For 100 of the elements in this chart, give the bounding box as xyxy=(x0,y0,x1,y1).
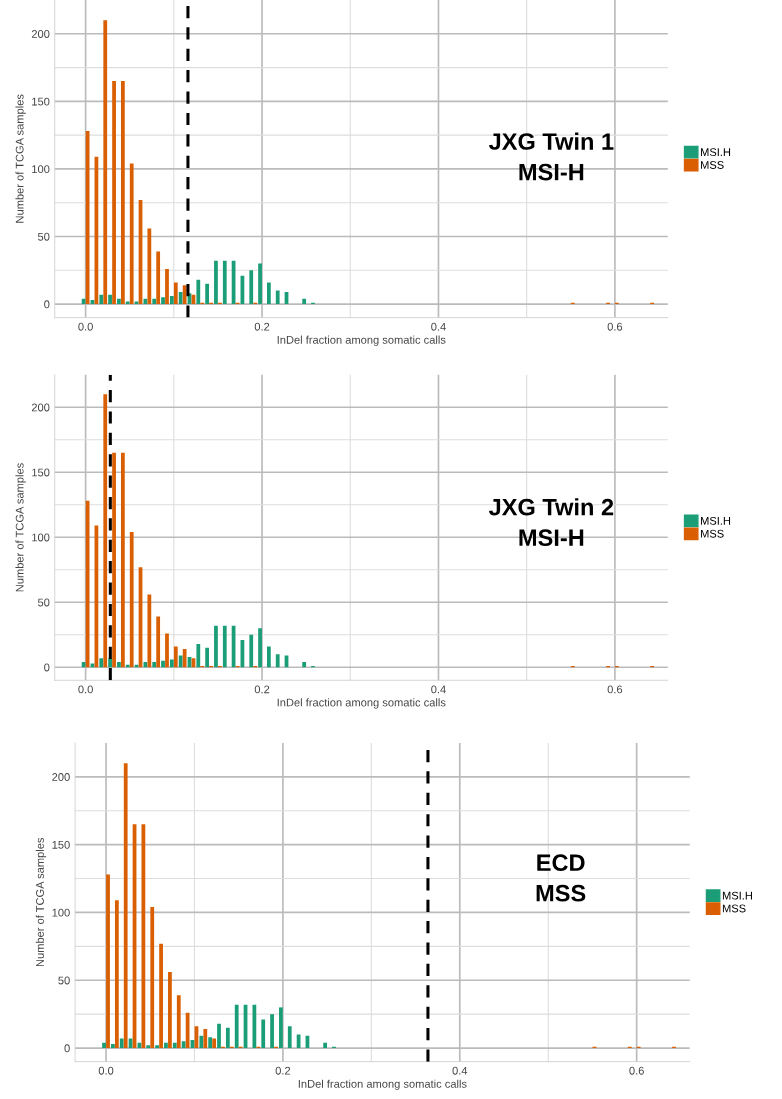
bar xyxy=(112,81,116,305)
y-axis-title: Number of TCGA samples xyxy=(15,463,26,592)
bar xyxy=(199,1035,204,1049)
bar xyxy=(129,532,134,668)
bar xyxy=(275,654,280,668)
annotation: JXG Twin 2 MSI-H xyxy=(488,498,614,547)
bar xyxy=(169,295,174,305)
bar xyxy=(178,655,183,668)
bar xyxy=(143,662,148,668)
bar xyxy=(261,1019,266,1049)
bar xyxy=(302,662,307,668)
y-tick-label: 150 xyxy=(32,468,50,477)
bar xyxy=(108,294,112,305)
bar xyxy=(214,625,218,668)
bar xyxy=(172,1042,177,1049)
x-axis-title: InDel fraction among somatic calls xyxy=(277,335,446,346)
y-tick-label: 150 xyxy=(32,97,50,106)
bar xyxy=(208,1037,213,1049)
bar xyxy=(176,995,181,1049)
legend-label: MSI.H xyxy=(701,148,731,157)
bar xyxy=(103,394,108,668)
bar xyxy=(185,1012,190,1049)
x-tick-label: 0.4 xyxy=(431,322,446,331)
bar xyxy=(161,660,165,668)
bar xyxy=(181,1041,186,1049)
y-tick-label: 100 xyxy=(52,908,70,917)
bar xyxy=(164,1042,168,1049)
bar xyxy=(146,1045,151,1049)
bar xyxy=(249,634,254,668)
x-tick-label: 0.0 xyxy=(78,322,93,331)
bar xyxy=(234,1004,239,1049)
bar xyxy=(121,452,125,668)
annotation: JXG Twin 1 MSI-H xyxy=(488,132,614,181)
bar xyxy=(212,1038,217,1049)
x-tick-label: 0.4 xyxy=(431,685,446,694)
y-axis-title: Number of TCGA samples xyxy=(35,837,47,967)
x-tick-label: 0.2 xyxy=(254,685,270,694)
bar xyxy=(173,646,178,668)
x-tick-label: 0.6 xyxy=(607,685,623,694)
x-tick-label: 0.6 xyxy=(629,1066,644,1075)
bar xyxy=(125,301,130,305)
x-tick-label: 0.4 xyxy=(452,1066,468,1075)
bar xyxy=(108,658,112,668)
bar xyxy=(205,647,210,668)
y-tick-label: 200 xyxy=(52,773,70,781)
y-tick-label: 0 xyxy=(64,1044,70,1053)
bar xyxy=(217,1023,221,1049)
bar xyxy=(205,283,210,305)
bar xyxy=(129,163,134,305)
bar xyxy=(152,298,157,305)
y-tick-label: 50 xyxy=(58,976,70,985)
legend-label: MSI.H xyxy=(722,891,752,900)
x-tick-label: 0.2 xyxy=(275,1066,291,1075)
legend-label: MSS xyxy=(701,529,724,538)
bar xyxy=(159,943,163,1049)
bar xyxy=(147,228,152,305)
bar xyxy=(266,646,271,668)
bar xyxy=(222,625,227,668)
bar xyxy=(103,20,108,305)
bar xyxy=(225,1027,230,1049)
x-tick-label: 0.2 xyxy=(254,322,270,331)
y-tick-label: 200 xyxy=(31,30,50,38)
y-tick-label: 100 xyxy=(32,533,50,542)
x-axis-title: InDel fraction among somatic calls xyxy=(298,1079,467,1090)
x-axis-title: InDel fraction among somatic calls xyxy=(277,698,446,709)
x-tick-label: 0.0 xyxy=(98,1066,114,1075)
bar xyxy=(147,594,152,668)
bar xyxy=(112,452,116,668)
bar xyxy=(134,301,139,305)
bar xyxy=(143,298,148,305)
bar xyxy=(178,291,183,305)
bar xyxy=(114,900,119,1049)
bar xyxy=(106,874,110,1049)
bar xyxy=(165,633,169,668)
bar xyxy=(117,662,121,668)
bar xyxy=(81,662,86,668)
bar xyxy=(150,907,155,1049)
legend-label: MSS xyxy=(701,161,724,169)
y-axis-title: Number of TCGA samples xyxy=(15,94,26,223)
bar xyxy=(156,616,161,668)
y-tick-label: 150 xyxy=(52,840,70,849)
bar xyxy=(182,649,187,668)
bar xyxy=(222,260,227,305)
legend-label: MSS xyxy=(722,904,746,913)
bar xyxy=(168,972,172,1049)
y-tick-label: 0 xyxy=(44,663,50,672)
bar xyxy=(249,270,254,305)
bar xyxy=(123,763,128,1049)
bar xyxy=(287,1026,292,1049)
bar xyxy=(161,297,165,305)
legend-label: MSI.H xyxy=(701,516,731,525)
y-tick-label: 200 xyxy=(31,403,50,412)
y-tick-label: 100 xyxy=(32,165,50,174)
bar xyxy=(196,279,201,305)
y-tick-label: 50 xyxy=(37,598,50,607)
bar xyxy=(156,251,161,305)
bar xyxy=(102,1042,106,1049)
bar xyxy=(121,81,125,305)
bar xyxy=(119,1038,124,1049)
bar xyxy=(110,1044,115,1049)
